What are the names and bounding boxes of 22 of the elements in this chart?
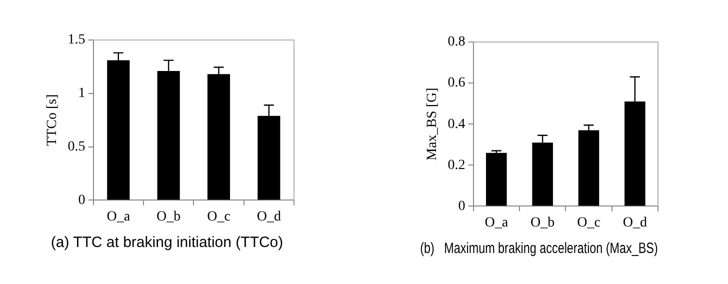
x-tick-label: O_a bbox=[106, 209, 131, 224]
y-tick-label: 1.5 bbox=[68, 32, 86, 48]
y-tick-label: 0.6 bbox=[448, 76, 466, 91]
y-tick-label: 0 bbox=[78, 192, 86, 208]
y-tick-label: 1 bbox=[78, 86, 86, 102]
y-tick-label: 0.8 bbox=[448, 34, 466, 50]
bar bbox=[486, 152, 507, 206]
x-tick-label: O_a bbox=[484, 215, 509, 230]
text: (b) Maximum braking acceleration (Max_BS) bbox=[420, 240, 658, 256]
y-axis-title: Max_BS [G] bbox=[425, 88, 440, 160]
y-tick-label: 0 bbox=[458, 198, 466, 214]
y-axis-title: TTCo [s] bbox=[45, 94, 60, 146]
x-tick-label: O_b bbox=[156, 209, 181, 224]
y-tick-label: 0.4 bbox=[448, 116, 466, 132]
text: (a) TTC at braking initiation (TTCo) bbox=[50, 234, 284, 252]
x-tick-label: O_c bbox=[577, 215, 600, 230]
y-tick-label: 0.5 bbox=[68, 139, 86, 154]
y-tick-label: 0.2 bbox=[448, 158, 466, 173]
x-tick-label: O_c bbox=[207, 209, 230, 224]
x-tick-label: O_d bbox=[622, 215, 647, 230]
x-tick-label: O_d bbox=[256, 209, 281, 224]
x-tick-label: O_b bbox=[530, 215, 555, 230]
